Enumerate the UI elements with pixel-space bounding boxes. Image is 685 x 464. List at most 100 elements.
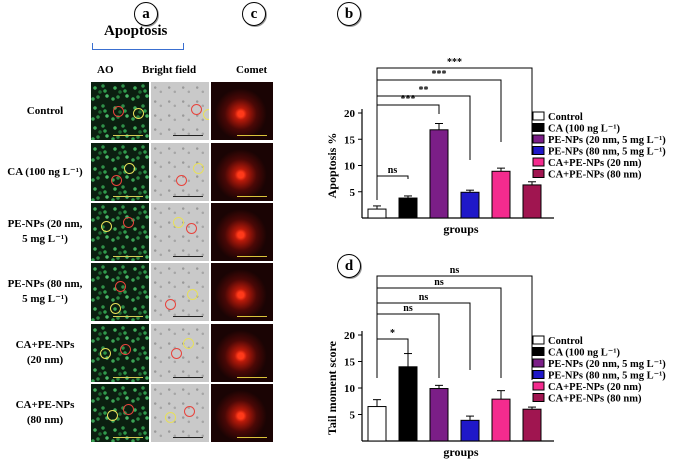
significance-label: ns [403,303,413,314]
x-axis-label: groups [443,445,478,459]
scale-bar [113,196,143,197]
panel-a-label: a [134,2,158,26]
row-label-line: 5 mg L⁻¹) [22,293,68,305]
bright-field-micrograph [151,384,209,442]
bar [429,129,449,219]
bar [491,170,511,219]
ao-micrograph [91,324,149,382]
legend-swatch [532,123,545,132]
legend-swatch [532,111,545,121]
row-label-line: (80 nm) [26,414,64,426]
cell-marker-circle [172,217,184,228]
legend-label: PE-NPs (80 nm, 5 mg L⁻¹) [548,371,666,382]
cell-marker-circle [187,289,198,300]
apoptosis-bracket [92,43,184,50]
cell-marker-circle [115,281,127,292]
cell-marker-circle [190,104,202,115]
cell-marker-circle [122,217,134,228]
scale-bar [173,196,203,197]
legend-label: CA+PE-NPs (20 nm) [548,382,642,393]
legend-swatch [532,381,545,391]
bar [429,388,449,442]
bar [367,406,387,442]
row-label-line: CA+PE-NPs [15,399,75,411]
bright-field-micrograph [151,324,209,382]
legend-label: CA (100 ng L⁻¹) [548,348,620,359]
comet-micrograph [211,384,273,442]
y-tick-label: 5 [350,410,356,422]
scale-bar [173,256,203,257]
legend-label: PE-NPs (20 nm, 5 mg L⁻¹) [548,135,666,146]
significance-label: ns [388,165,398,176]
cell-marker-circle [165,412,177,423]
y-axis-label: Apoptosis % [325,133,339,199]
legend-label: PE-NPs (20 nm, 5 mg L⁻¹) [548,359,666,370]
panel-b-label: b [337,2,361,26]
scale-bar [113,316,143,317]
legend-swatch [532,347,545,356]
row-label: CA (100 ng L⁻¹) [0,165,90,180]
significance-bracket [376,67,533,193]
legend-swatch [532,370,545,379]
row-label-line: PE-NPs (80 nm, [7,278,83,290]
bright-field-micrograph [151,203,209,261]
significance-label: ns [419,292,429,303]
cell-marker-circle [109,303,121,314]
apoptosis-title: Apoptosis [104,23,168,39]
column-header-bright-field: Bright field [142,64,197,76]
bar [398,197,418,219]
significance-label: *** [447,57,462,68]
bar [460,419,480,442]
panel-d-label: d [337,254,361,278]
row-label-line: CA (100 ng L⁻¹) [7,165,83,178]
y-tick-label: 5 [350,187,356,199]
significance-label: * [390,328,395,339]
ao-micrograph [91,82,149,140]
scale-bar [113,437,143,438]
bright-field-micrograph [151,143,209,201]
ao-micrograph [91,384,149,442]
legend-label: CA+PE-NPs (20 nm) [548,158,642,169]
bright-field-micrograph [151,263,209,321]
cell-marker-circle [165,299,177,310]
column-header-comet: Comet [236,64,268,76]
bar [460,191,480,219]
row-label: CA+PE-NPs (20 nm) [0,338,90,368]
bar [367,208,387,219]
bar [398,366,418,442]
row-label: PE-NPs (80 nm, 5 mg L⁻¹) [0,277,90,307]
row-label-line: (20 nm) [26,354,64,366]
scale-bar [173,135,203,136]
scale-bar [113,256,143,257]
row-label-line: PE-NPs (20 nm, [7,218,83,230]
cell-marker-circle [111,175,123,186]
y-tick-label: 20 [344,108,356,120]
bar [522,184,542,219]
cell-marker-circle [185,223,197,234]
cell-marker-circle [184,406,196,417]
significance-label: ns [434,277,444,288]
scale-bar [237,135,267,136]
scale-bar [237,377,267,378]
comet-micrograph [211,143,273,201]
y-axis-label: Tail moment score [325,340,339,435]
legend-swatch [532,393,545,402]
legend-swatch [532,134,545,144]
row-label: PE-NPs (20 nm, 5 mg L⁻¹) [0,217,90,247]
ao-micrograph [91,203,149,261]
cell-marker-circle [202,109,209,120]
comet-micrograph [211,263,273,321]
ao-micrograph [91,263,149,321]
cell-marker-circle [132,108,144,119]
cell-marker-circle [112,106,124,117]
y-tick-label: 10 [344,383,356,395]
scale-bar [173,377,203,378]
bright-field-micrograph [151,82,209,140]
row-label: CA+PE-NPs (80 nm) [0,398,90,428]
bar [522,408,542,442]
scale-bar [113,377,143,378]
legend-label: PE-NPs (80 nm, 5 mg L⁻¹) [548,147,666,158]
scale-bar [237,196,267,197]
ao-micrograph [91,143,149,201]
